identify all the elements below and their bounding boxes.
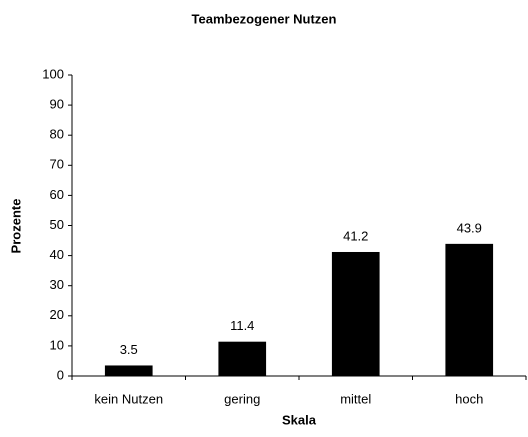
y-tick-label: 50 <box>50 217 64 232</box>
bar <box>445 243 494 376</box>
x-tick-label: mittel <box>340 391 371 406</box>
data-label: 11.4 <box>230 318 254 333</box>
bar <box>331 251 380 376</box>
x-axis-label: Skala <box>282 412 317 427</box>
y-tick-label: 60 <box>50 187 64 202</box>
y-tick-label: 70 <box>50 157 64 172</box>
y-tick-label: 30 <box>50 277 64 292</box>
x-tick-label: gering <box>224 391 260 406</box>
y-tick-label: 90 <box>50 97 64 112</box>
bar <box>218 341 267 376</box>
data-label: 43.9 <box>457 220 482 235</box>
chart-title: Teambezogener Nutzen <box>192 11 337 26</box>
y-tick-label: 20 <box>50 307 64 322</box>
x-tick-label: kein Nutzen <box>94 391 163 406</box>
data-label: 3.5 <box>120 342 138 357</box>
y-tick-label: 40 <box>50 247 64 262</box>
y-tick-label: 80 <box>50 127 64 142</box>
bar <box>104 365 153 376</box>
y-axis-label: Prozente <box>8 199 23 254</box>
y-tick-label: 10 <box>50 337 64 352</box>
y-tick-label: 0 <box>57 367 64 382</box>
data-label: 41.2 <box>343 228 368 243</box>
y-tick-label: 100 <box>42 66 64 81</box>
x-tick-label: hoch <box>455 391 483 406</box>
